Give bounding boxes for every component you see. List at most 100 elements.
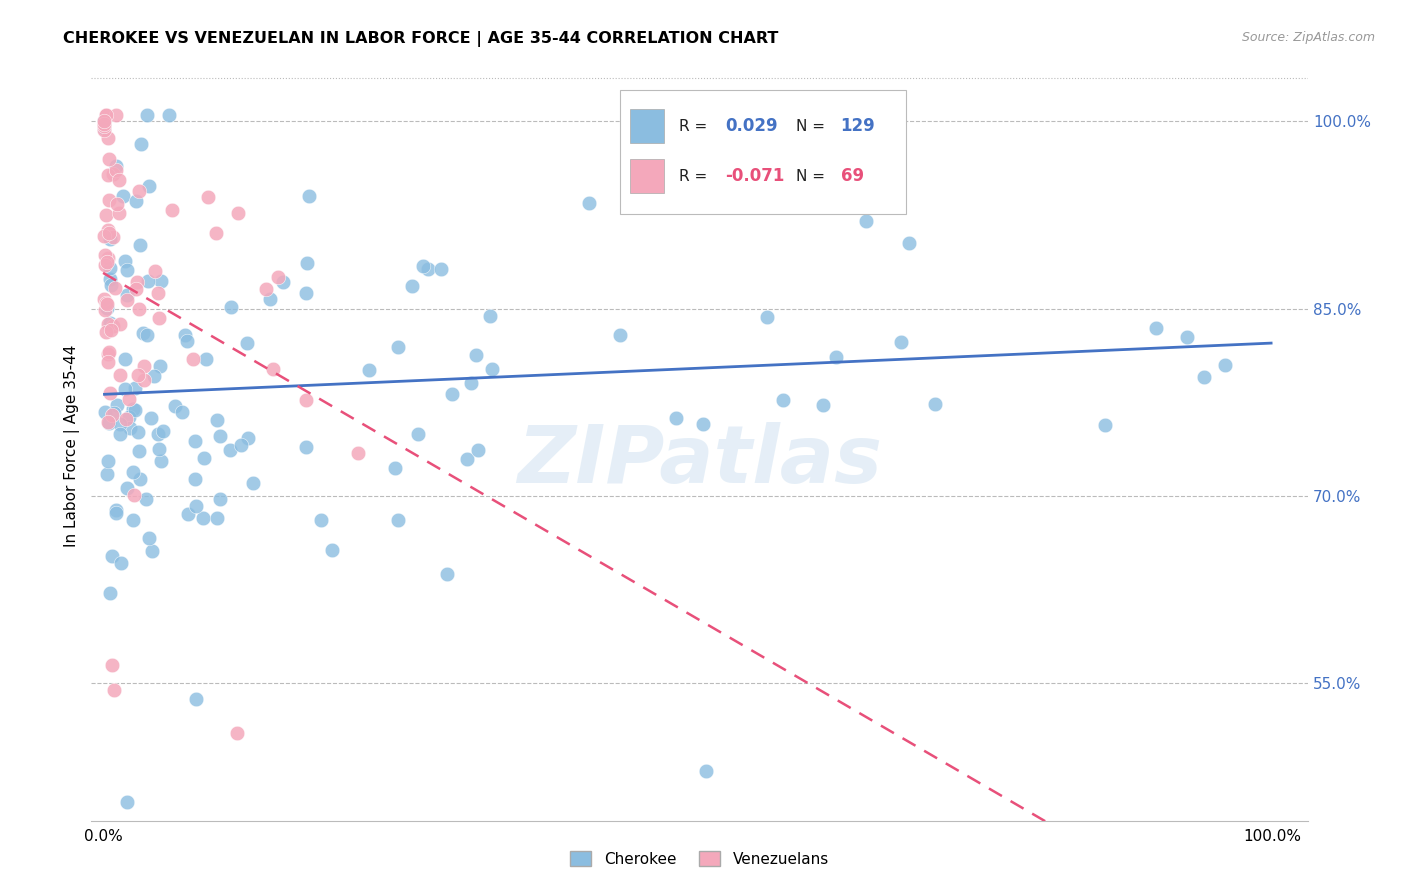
Point xyxy=(195,351,218,366)
Legend: Cherokee, Venezuelans: Cherokee, Venezuelans xyxy=(564,846,835,873)
Point xyxy=(387,340,409,354)
Point xyxy=(101,318,124,333)
Point xyxy=(134,373,156,387)
Text: N =: N = xyxy=(796,119,824,134)
Point xyxy=(176,334,198,349)
Point xyxy=(259,292,281,306)
Point xyxy=(440,387,463,401)
Point xyxy=(143,369,166,384)
Point xyxy=(98,272,121,286)
Point xyxy=(578,195,600,210)
Point xyxy=(96,295,118,310)
Point xyxy=(1175,330,1198,344)
Point xyxy=(384,461,406,475)
Point xyxy=(295,256,318,270)
Point xyxy=(347,446,370,460)
Point xyxy=(105,398,128,412)
Point xyxy=(96,251,118,265)
Point xyxy=(127,368,149,383)
Point xyxy=(94,208,117,222)
Point xyxy=(294,440,316,454)
Point xyxy=(93,229,115,244)
Point xyxy=(101,657,124,672)
Point xyxy=(94,404,117,418)
Point xyxy=(114,411,136,425)
Point xyxy=(136,327,159,342)
Point xyxy=(186,691,208,706)
Point xyxy=(96,301,118,316)
Point xyxy=(125,282,148,296)
Point xyxy=(174,327,197,342)
Point xyxy=(157,108,180,122)
Point xyxy=(94,108,117,122)
Point xyxy=(479,309,502,323)
Point xyxy=(436,567,458,582)
Point xyxy=(406,427,429,442)
Point xyxy=(294,392,316,407)
Point xyxy=(100,277,122,292)
Point xyxy=(193,511,215,525)
Point xyxy=(772,393,794,408)
Point xyxy=(103,682,125,697)
Point xyxy=(181,351,204,366)
Point xyxy=(93,123,115,137)
Point xyxy=(105,108,128,122)
Point xyxy=(141,544,163,558)
Point xyxy=(481,361,503,376)
Point xyxy=(165,400,187,414)
Point xyxy=(228,205,250,219)
Point xyxy=(100,316,122,330)
Point xyxy=(138,531,160,545)
Point xyxy=(236,336,259,351)
Point xyxy=(134,359,156,373)
Point xyxy=(93,258,115,272)
Point xyxy=(93,117,115,131)
Point xyxy=(114,382,136,396)
FancyBboxPatch shape xyxy=(630,160,664,193)
Point xyxy=(118,392,141,406)
Point xyxy=(105,503,128,517)
Point xyxy=(100,549,122,563)
Point xyxy=(118,421,141,435)
Point xyxy=(108,368,131,383)
Point xyxy=(150,274,173,288)
Y-axis label: In Labor Force | Age 35-44: In Labor Force | Age 35-44 xyxy=(65,345,80,547)
Point xyxy=(94,303,117,318)
Text: 0.029: 0.029 xyxy=(725,117,778,135)
Point xyxy=(692,417,714,431)
Point xyxy=(124,381,146,395)
Point xyxy=(464,348,486,362)
Point xyxy=(242,476,264,491)
Point xyxy=(101,229,124,244)
Point xyxy=(456,452,478,467)
Point xyxy=(93,120,115,134)
Point xyxy=(105,159,128,173)
Point xyxy=(94,108,117,122)
Point xyxy=(148,442,170,457)
Point xyxy=(97,344,120,359)
Point xyxy=(128,184,150,198)
Point xyxy=(226,726,249,740)
Point xyxy=(149,359,172,373)
Point xyxy=(93,293,115,307)
Point xyxy=(124,402,146,417)
Point xyxy=(114,253,136,268)
Point xyxy=(1094,418,1116,433)
Point xyxy=(229,438,252,452)
Point xyxy=(267,269,290,284)
Point xyxy=(98,232,121,246)
Point xyxy=(129,238,152,252)
Point xyxy=(755,310,778,324)
Point xyxy=(416,261,439,276)
Point xyxy=(197,190,219,204)
Point xyxy=(129,136,152,151)
Point xyxy=(412,260,434,274)
Point xyxy=(695,161,717,175)
Point xyxy=(184,434,207,449)
Point xyxy=(898,236,921,251)
Point xyxy=(321,543,343,558)
Point xyxy=(146,286,169,301)
Point xyxy=(262,362,284,376)
Point xyxy=(146,427,169,442)
Point xyxy=(122,465,145,479)
